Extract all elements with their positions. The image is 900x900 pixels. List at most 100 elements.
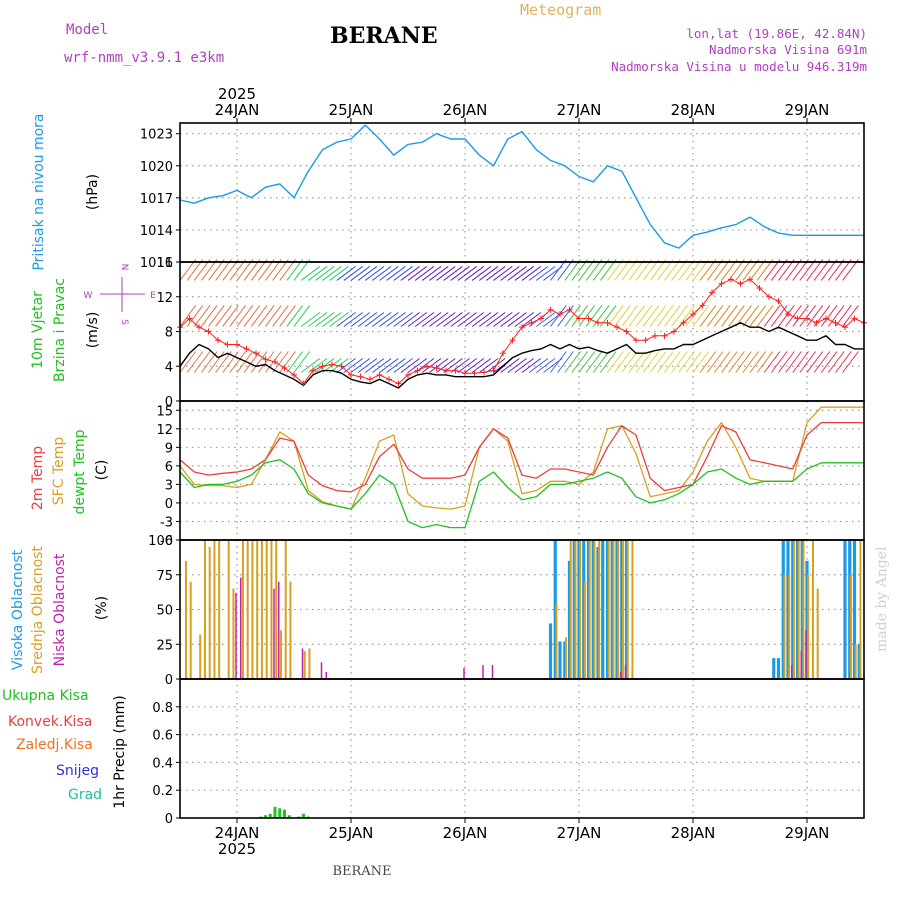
wind-barb: [721, 351, 738, 373]
wind-barb: [429, 358, 449, 373]
ytick-label: 0: [165, 395, 173, 410]
wind-barb: [229, 259, 247, 281]
wind-barb: [193, 351, 211, 373]
wind-barb: [699, 351, 717, 373]
wind-barb: [343, 312, 363, 327]
wind-barb: [200, 305, 218, 327]
wind-barb: [215, 259, 232, 281]
wind-barb: [471, 358, 492, 373]
wind-barb: [208, 259, 225, 281]
wind-barb: [265, 305, 282, 327]
wind-barb: [713, 259, 731, 281]
ytick-label: 8: [165, 326, 173, 341]
wind-barb: [514, 266, 534, 281]
mid-cloud-bar: [260, 540, 263, 679]
precip-bar: [264, 815, 267, 818]
wind-barb: [721, 259, 738, 281]
bottom-year-label: 2025: [218, 840, 256, 858]
ytick-label: 1011: [140, 256, 173, 271]
high-cloud-bar: [795, 540, 800, 679]
precip-legend: Ukupna Kisa Konvek.Kisa Zaledj.Kisa Snij…: [2, 688, 128, 809]
low-cloud-bar: [482, 665, 484, 679]
mid-cloud-bar: [816, 588, 819, 679]
wind-barb: [478, 266, 499, 281]
wind-barb: [564, 259, 581, 281]
pressure-line: [179, 124, 864, 249]
wind-barb: [457, 266, 477, 281]
wind-barb: [329, 312, 349, 327]
wind-barb: [386, 358, 406, 373]
wind-barb: [820, 305, 838, 327]
top-day-label: 26JAN: [443, 101, 488, 119]
mid-cloud-bar: [199, 634, 202, 679]
wind-barb: [749, 351, 767, 373]
wind-barb: [379, 266, 399, 281]
mid-cloud-bar: [303, 651, 306, 679]
wind-barb: [265, 259, 282, 281]
wind-barb: [835, 259, 852, 281]
wind-barb: [635, 259, 653, 281]
mid-cloud-bar: [579, 540, 582, 679]
bottom-day-label: 25JAN: [329, 824, 374, 842]
wind-barb: [400, 312, 420, 327]
high-cloud-bar: [567, 560, 572, 679]
low-cloud-bar: [273, 588, 275, 679]
mid-cloud-bar: [256, 540, 259, 679]
wind-barb: [692, 305, 710, 327]
mid-cloud-bar: [583, 581, 586, 679]
low-cloud-bar: [491, 665, 494, 679]
conv-precip-label: Konvek.Kisa: [8, 714, 92, 730]
wind-barb: [343, 358, 363, 373]
bottom-day-label: 24JAN: [215, 824, 260, 842]
panel-background: [180, 123, 864, 262]
precip-bar: [273, 806, 277, 818]
wind-barb: [364, 312, 385, 327]
mid-cloud-bar: [208, 546, 211, 679]
mid-cloud-bar: [807, 574, 810, 679]
wind-barb: [414, 266, 435, 281]
ytick-label: 12: [156, 291, 173, 306]
mid-cloud-bar: [849, 574, 852, 679]
wind-barb: [785, 351, 802, 373]
wind-barb: [486, 312, 506, 327]
wind-barb: [585, 259, 603, 281]
wind-barb: [742, 259, 760, 281]
low-cloud-bar: [235, 592, 237, 679]
wind-barb: [307, 266, 328, 281]
low-cloud-bar: [240, 577, 242, 679]
mid-cloud-bar: [279, 630, 282, 679]
wind-barb: [656, 305, 674, 327]
mid-cloud-bar: [213, 540, 216, 679]
wind-barb: [664, 351, 681, 373]
wind-barb: [678, 351, 695, 373]
high-cloud-bar: [776, 658, 781, 679]
wind-barb: [436, 266, 456, 281]
wind-barb: [735, 259, 752, 281]
wind-barb: [179, 259, 197, 281]
wind-barb: [393, 266, 413, 281]
pressure-unit-label: (hPa): [85, 174, 101, 210]
wind-barb: [621, 351, 638, 373]
mid-cloud-bar: [184, 560, 187, 679]
wind-barb: [599, 351, 617, 373]
wind-name-label-1: 10m Vjetar: [30, 291, 46, 369]
high-cloud-bar: [615, 540, 619, 679]
mid-cloud-bar: [284, 540, 287, 679]
wind-barb: [208, 351, 225, 373]
wind-barb: [785, 259, 802, 281]
wind-barb: [193, 305, 211, 327]
wind-barb: [400, 358, 420, 373]
t2m-name-label: 2m Temp: [30, 446, 46, 510]
lonlat-label: lon,lat (19.86E, 42.84N): [686, 26, 867, 41]
mid-cloud-bar: [621, 540, 624, 679]
wind-barb: [386, 312, 406, 327]
wind-barb: [364, 266, 385, 281]
high-cloud-bar: [848, 540, 852, 679]
wind-barb: [820, 259, 838, 281]
wind-barb: [827, 259, 845, 281]
high-cloud-bar: [548, 623, 553, 679]
low-cloud-bar: [805, 630, 807, 679]
wind-barb: [842, 351, 859, 373]
wind-barb: [578, 305, 596, 327]
mid-cloud-bar: [555, 602, 558, 679]
